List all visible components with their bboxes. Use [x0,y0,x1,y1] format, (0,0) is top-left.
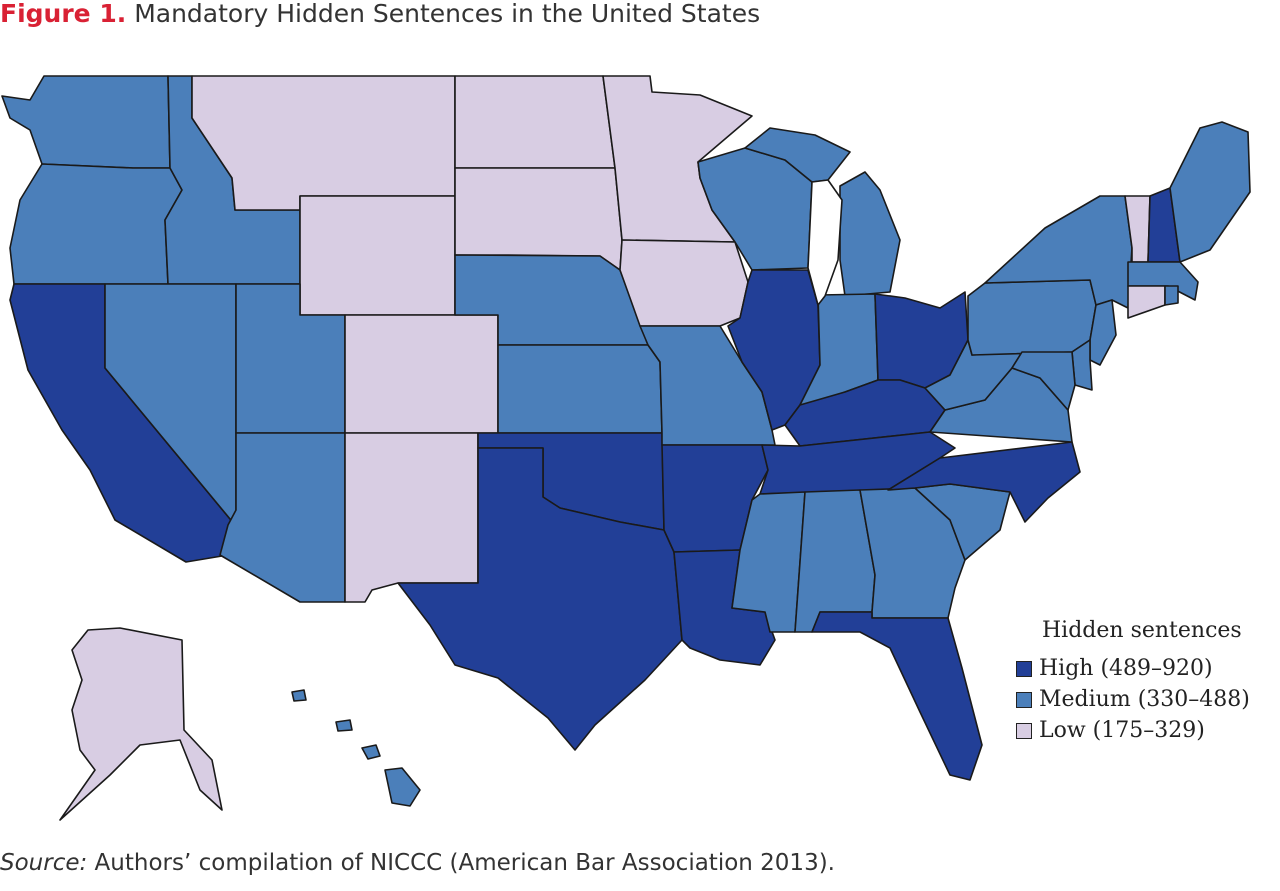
state-FL[interactable] [811,611,983,781]
state-HI-kauai[interactable] [291,689,307,702]
state-MD[interactable] [1011,351,1076,411]
source-label: Source: [0,850,88,876]
us-states-map [1,75,1251,821]
state-HI-oahu[interactable] [335,719,353,732]
state-CT[interactable] [1127,285,1166,319]
state-CO[interactable] [344,314,499,434]
state-OR[interactable] [9,163,183,285]
figure-title: Figure 1. Mandatory Hidden Sentences in … [0,0,760,30]
legend-title: Hidden sentences [1042,618,1242,643]
figure-title-text: Mandatory Hidden Sentences in the United… [134,0,761,28]
lake-michigan [807,179,843,306]
legend-item-high: High (489–920) [1016,653,1250,684]
state-PA[interactable] [967,279,1097,356]
legend-swatch-high [1016,660,1032,677]
figure-label: Figure 1. [0,0,127,28]
state-RI[interactable] [1164,285,1179,306]
state-NM[interactable] [344,432,479,603]
legend-label-medium: Medium (330–488) [1039,687,1250,712]
source-text: Authors’ compilation of NICCC (American … [87,850,835,876]
state-NC[interactable] [887,441,1081,523]
state-ND[interactable] [454,75,616,169]
map-legend: Hidden sentences High (489–920) Medium (… [1016,618,1250,746]
state-ME[interactable] [1169,121,1251,263]
state-AK[interactable] [59,627,223,821]
state-HI[interactable] [384,767,421,807]
legend-item-low: Low (175–329) [1016,715,1250,746]
state-TX[interactable] [397,447,683,751]
state-HI-maui[interactable] [361,744,381,760]
legend-swatch-medium [1016,691,1032,708]
state-KS[interactable] [497,344,663,434]
state-WA[interactable] [1,75,171,169]
state-MI[interactable] [839,171,901,297]
state-MI-UP[interactable] [744,127,851,183]
legend-item-medium: Medium (330–488) [1016,684,1250,715]
legend-label-low: Low (175–329) [1039,718,1205,743]
state-WY[interactable] [299,195,456,316]
state-AZ[interactable] [219,432,346,603]
state-IA[interactable] [619,239,749,327]
source-note: Source: Authors’ compilation of NICCC (A… [0,850,835,876]
legend-label-high: High (489–920) [1039,656,1213,681]
legend-swatch-low [1016,722,1032,739]
